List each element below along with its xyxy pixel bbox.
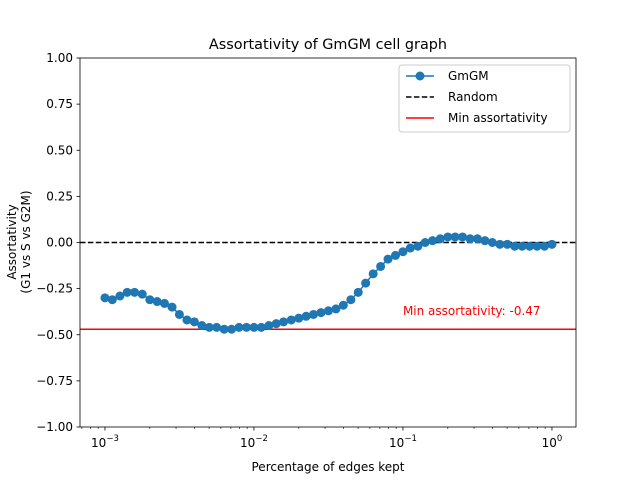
axis-layer: 1.00 0.75 0.50 0.25 0.00 −0.25 −0.50 −0.75 −1.00…: [36, 51, 577, 450]
gmgm-data-point: [160, 298, 170, 308]
gmgm-data-point: [353, 287, 363, 297]
gmgm-data-point: [405, 243, 415, 253]
x-axis-label: Percentage of edges kept: [252, 460, 405, 474]
gmgm-data-point: [189, 317, 199, 327]
gmgm-data-point: [539, 241, 549, 251]
gmgm-data-point: [346, 295, 356, 305]
y-axis-label-line-2: (G1 vs S vs G2M): [19, 190, 33, 293]
y-axis-label: Assortativity (G1 vs S vs G2M): [5, 190, 33, 293]
gmgm-data-point: [361, 278, 371, 288]
gmgm-data-point: [428, 236, 438, 246]
gmgm-data-point: [368, 269, 378, 279]
y-tick-label: 0.00: [46, 236, 73, 250]
legend-label-random: Random: [448, 90, 498, 104]
y-tick-label: −0.25: [36, 282, 73, 296]
gmgm-data-point: [398, 247, 408, 257]
gmgm-data-point: [383, 254, 393, 264]
gmgm-data-point: [487, 238, 497, 247]
gmgm-data-point: [256, 322, 266, 332]
plot-layer: Min assortativity: -0.47: [80, 232, 576, 334]
gmgm-data-point: [227, 324, 237, 334]
gmgm-data-point: [152, 297, 162, 307]
gmgm-data-point: [502, 239, 512, 249]
legend-label-gmgm: GmGM: [448, 69, 489, 83]
legend-gmgm-marker: [415, 71, 425, 81]
gmgm-data-point: [204, 322, 214, 332]
gmgm-data-point: [137, 289, 147, 299]
gmgm-data-point: [271, 319, 281, 329]
gmgm-data-point: [130, 287, 140, 297]
gmgm-data-point: [331, 304, 341, 314]
gmgm-data-point: [525, 241, 535, 251]
gmgm-data-point: [309, 309, 319, 319]
gmgm-data-point: [264, 321, 274, 331]
gmgm-data-point: [532, 241, 542, 251]
legend-frame: [398, 64, 571, 133]
y-tick-label: 0.75: [46, 97, 73, 111]
gmgm-data-point: [182, 315, 192, 325]
gmgm-data-point: [443, 232, 453, 242]
gmgm-data-point: [510, 241, 520, 251]
gmgm-data-point: [323, 306, 333, 316]
y-tick-label: −0.75: [36, 374, 73, 388]
gmgm-data-point: [219, 324, 229, 334]
y-tick-label: 0.50: [46, 143, 73, 157]
gmgm-data-point: [390, 250, 400, 260]
gmgm-data-point: [212, 322, 222, 332]
gmgm-data-point: [495, 239, 505, 249]
legend: GmGM Random Min assortativity: [398, 64, 571, 133]
gmgm-data-point: [122, 287, 132, 297]
gmgm-data-point: [249, 322, 259, 332]
gmgm-data-point: [472, 234, 482, 244]
y-tick-label: 0.25: [46, 189, 73, 203]
gmgm-data-point: [338, 300, 348, 310]
min-assortativity-annotation: Min assortativity: -0.47: [403, 304, 541, 318]
gmgm-data-point: [115, 291, 125, 301]
legend-label-min-assortativity: Min assortativity: [448, 111, 548, 125]
gmgm-data-point: [450, 232, 460, 242]
y-tick-label: −0.50: [36, 328, 73, 342]
gmgm-data-point: [174, 309, 184, 319]
y-tick-label: 1.00: [46, 51, 73, 65]
gmgm-data-point: [465, 234, 475, 244]
gmgm-data-point: [167, 302, 177, 312]
gmgm-data-point: [294, 313, 304, 323]
gmgm-data-point: [435, 234, 445, 244]
gmgm-data-point: [547, 239, 557, 249]
gmgm-data-point: [107, 295, 117, 305]
y-tick-label: −1.00: [36, 420, 73, 434]
gmgm-data-point: [241, 322, 251, 332]
gmgm-data-point: [458, 232, 468, 242]
gmgm-data-point: [480, 236, 490, 246]
gmgm-data-point: [420, 238, 430, 247]
gmgm-data-point: [413, 241, 423, 251]
gmgm-data-point: [197, 321, 207, 331]
gmgm-data-point: [145, 295, 155, 305]
gmgm-data-point: [316, 308, 326, 318]
chart-title: Assortativity of GmGM cell graph: [209, 37, 447, 53]
gmgm-data-point: [286, 315, 296, 325]
gmgm-data-point: [279, 317, 289, 327]
gmgm-data-point: [376, 261, 386, 271]
gmgm-data-point: [234, 322, 244, 332]
gmgm-data-point: [517, 241, 527, 251]
y-axis-label-line-1: Assortativity: [5, 204, 19, 279]
gmgm-data-point: [100, 293, 110, 303]
gmgm-data-point: [301, 311, 311, 321]
